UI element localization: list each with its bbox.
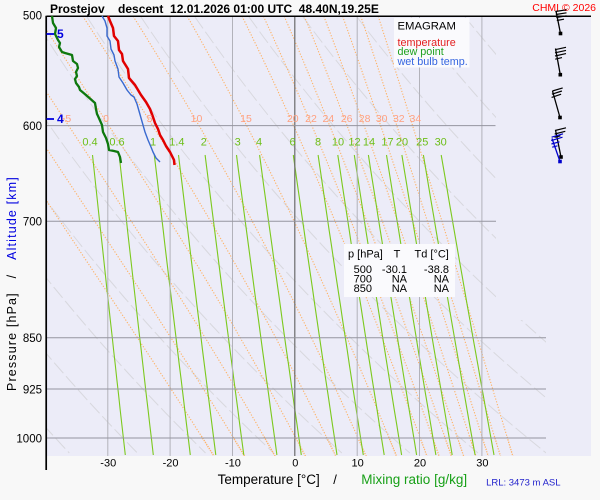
- svg-text:20: 20: [414, 457, 426, 469]
- svg-text:8: 8: [315, 137, 321, 149]
- svg-text:30: 30: [376, 113, 388, 125]
- svg-text:0.6: 0.6: [109, 137, 124, 149]
- svg-text:5: 5: [147, 113, 153, 125]
- svg-text:-5: -5: [62, 113, 71, 125]
- svg-text:-30.1: -30.1: [382, 264, 407, 276]
- svg-text:700: 700: [354, 273, 372, 285]
- svg-text:Td [°C]: Td [°C]: [415, 249, 449, 261]
- svg-text:34: 34: [410, 113, 422, 125]
- svg-text:-38.8: -38.8: [424, 264, 449, 276]
- svg-text:700: 700: [23, 217, 42, 229]
- svg-text:Temperature [°C]: Temperature [°C]: [218, 472, 320, 487]
- svg-text:26: 26: [341, 113, 353, 125]
- svg-text:10: 10: [191, 113, 203, 125]
- svg-text:NA: NA: [392, 273, 408, 285]
- svg-text:-20: -20: [163, 457, 179, 469]
- svg-text:25: 25: [416, 137, 428, 149]
- svg-text:dew point: dew point: [398, 46, 444, 58]
- svg-text:850: 850: [23, 333, 42, 345]
- svg-text:LRL: 3473 m ASL: LRL: 3473 m ASL: [486, 478, 560, 489]
- svg-text:2: 2: [201, 137, 207, 149]
- svg-text:4: 4: [57, 112, 64, 126]
- svg-text:24: 24: [323, 113, 335, 125]
- svg-text:850: 850: [354, 283, 372, 295]
- svg-text:17: 17: [381, 137, 393, 149]
- svg-text:30: 30: [435, 137, 447, 149]
- svg-text:CHMI © 2026: CHMI © 2026: [532, 2, 596, 14]
- svg-text:1.4: 1.4: [169, 137, 184, 149]
- svg-text:30: 30: [476, 457, 488, 469]
- svg-text:20: 20: [287, 113, 299, 125]
- svg-text:28: 28: [359, 113, 371, 125]
- svg-text:32: 32: [393, 113, 405, 125]
- svg-text:12: 12: [348, 137, 360, 149]
- svg-text:5: 5: [57, 27, 64, 41]
- svg-text:10: 10: [332, 137, 344, 149]
- svg-text:3: 3: [235, 137, 241, 149]
- svg-text:14: 14: [363, 137, 375, 149]
- svg-text:1000: 1000: [16, 433, 42, 445]
- svg-text:15: 15: [240, 113, 252, 125]
- svg-text:925: 925: [23, 384, 42, 396]
- svg-text:/: /: [333, 472, 337, 487]
- svg-text:500: 500: [354, 264, 372, 276]
- svg-text:1: 1: [150, 137, 156, 149]
- svg-text:temperature: temperature: [398, 37, 456, 49]
- svg-text:Prostejov descent 12.01.20: Prostejov descent 12.01.2026 01:00 UTC 4…: [50, 2, 379, 16]
- svg-text:T: T: [394, 249, 401, 261]
- svg-text:-10: -10: [225, 457, 241, 469]
- svg-text:0: 0: [103, 113, 109, 125]
- svg-text:600: 600: [23, 121, 42, 133]
- svg-text:p [hPa]: p [hPa]: [348, 249, 383, 261]
- svg-text:Pressure [hPa] / Altitude: Pressure [hPa] / Altitude [km]: [5, 176, 19, 391]
- svg-text:0.4: 0.4: [82, 137, 97, 149]
- svg-text:NA: NA: [434, 273, 450, 285]
- svg-text:22: 22: [305, 113, 317, 125]
- svg-text:20: 20: [396, 137, 408, 149]
- svg-text:EMAGRAM: EMAGRAM: [398, 21, 456, 33]
- svg-text:10: 10: [352, 457, 364, 469]
- svg-text:500: 500: [23, 10, 42, 22]
- svg-text:Mixing ratio [g/kg]: Mixing ratio [g/kg]: [361, 472, 467, 487]
- svg-text:4: 4: [256, 137, 262, 149]
- svg-text:wet bulb temp.: wet bulb temp.: [397, 56, 468, 68]
- svg-text:6: 6: [289, 137, 295, 149]
- svg-text:-30: -30: [100, 457, 116, 469]
- svg-text:0: 0: [292, 457, 298, 469]
- svg-text:NA: NA: [434, 283, 450, 295]
- svg-text:NA: NA: [392, 283, 408, 295]
